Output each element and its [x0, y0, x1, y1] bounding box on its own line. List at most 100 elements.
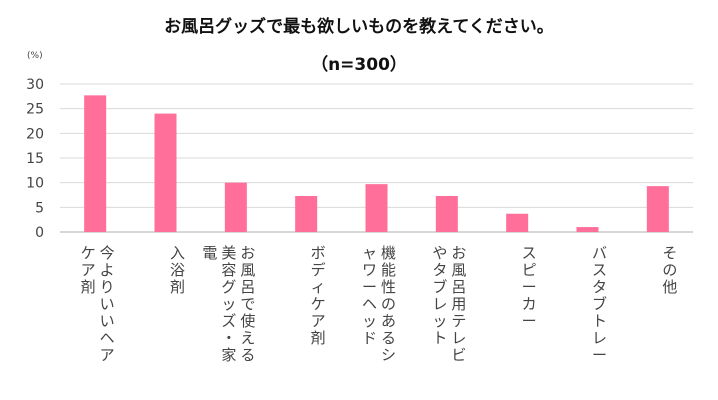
bar [154, 113, 177, 232]
svg-text:ッ: ッ [432, 312, 447, 330]
chart-subtitle: （n=300） [311, 55, 407, 75]
svg-text:ー: ー [522, 278, 537, 296]
bar [506, 213, 529, 232]
svg-text:や: や [432, 244, 447, 262]
svg-text:剤: 剤 [311, 329, 326, 347]
svg-text:ィ: ィ [311, 278, 326, 296]
y-tick-label: 10 [26, 176, 44, 192]
svg-text:お: お [240, 244, 255, 262]
svg-text:ド: ド [362, 329, 377, 347]
svg-text:タ: タ [432, 261, 447, 279]
svg-text:ズ: ズ [221, 312, 236, 330]
svg-text:使: 使 [240, 312, 255, 330]
svg-text:ブ: ブ [432, 278, 447, 296]
svg-text:の: の [662, 261, 677, 279]
bar [365, 184, 388, 232]
svg-text:ア: ア [311, 312, 326, 330]
svg-text:ワ: ワ [362, 261, 377, 279]
svg-text:剤: 剤 [170, 278, 185, 296]
svg-text:入: 入 [170, 244, 185, 262]
bar [576, 227, 599, 232]
svg-text:ピ: ピ [522, 261, 537, 279]
svg-text:よ: よ [100, 261, 115, 279]
bar [646, 186, 669, 232]
svg-text:浴: 浴 [170, 261, 185, 279]
svg-text:い: い [100, 295, 115, 313]
bar [435, 195, 458, 232]
svg-text:ケ: ケ [81, 244, 96, 262]
svg-text:能: 能 [381, 261, 396, 279]
svg-text:え: え [240, 329, 255, 347]
bar [295, 195, 318, 232]
svg-text:お: お [451, 244, 466, 262]
y-axis-unit: (%) [27, 51, 43, 61]
y-tick-label: 15 [26, 151, 44, 167]
svg-text:ャ: ャ [362, 244, 377, 262]
svg-text:グ: グ [221, 278, 236, 296]
svg-text:あ: あ [381, 312, 396, 330]
svg-text:今: 今 [100, 244, 115, 262]
svg-text:ヘ: ヘ [362, 295, 377, 313]
svg-text:そ: そ [662, 244, 677, 262]
svg-text:カ: カ [522, 295, 537, 313]
svg-text:シ: シ [381, 346, 396, 364]
svg-text:性: 性 [381, 278, 396, 296]
svg-text:家: 家 [221, 346, 236, 364]
svg-text:容: 容 [221, 261, 236, 279]
bar [224, 182, 247, 232]
svg-text:呂: 呂 [451, 278, 466, 296]
chart-title: お風呂グッズで最も欲しいものを教えてください。 [164, 17, 554, 37]
y-tick-label: 0 [35, 225, 44, 241]
svg-text:ボ: ボ [311, 244, 326, 262]
svg-text:ー: ー [362, 278, 377, 296]
svg-text:ッ: ッ [362, 312, 377, 330]
svg-text:ヘ: ヘ [100, 329, 115, 347]
svg-text:用: 用 [451, 295, 466, 313]
svg-text:・: ・ [221, 329, 236, 347]
svg-text:レ: レ [592, 329, 607, 347]
bars [84, 95, 669, 232]
svg-text:タ: タ [592, 278, 607, 296]
y-tick-label: 20 [26, 126, 44, 142]
y-tick-label: 5 [35, 200, 44, 216]
svg-text:る: る [381, 329, 396, 347]
svg-text:レ: レ [451, 329, 466, 347]
svg-text:ブ: ブ [592, 295, 607, 313]
svg-text:テ: テ [451, 312, 466, 330]
svg-text:レ: レ [432, 295, 447, 313]
svg-text:美: 美 [221, 244, 236, 262]
svg-text:ー: ー [592, 346, 607, 364]
svg-text:機: 機 [381, 244, 396, 262]
y-tick-label: 30 [26, 77, 44, 93]
svg-text:る: る [240, 346, 255, 364]
svg-text:ア: ア [81, 261, 96, 279]
svg-text:呂: 呂 [240, 278, 255, 296]
svg-text:ー: ー [522, 312, 537, 330]
svg-text:ッ: ッ [221, 295, 236, 313]
svg-text:ケ: ケ [311, 295, 326, 313]
svg-text:い: い [100, 312, 115, 330]
y-tick-label: 25 [26, 102, 44, 118]
bar [84, 95, 107, 232]
svg-text:ビ: ビ [451, 346, 466, 364]
svg-text:り: り [100, 278, 115, 296]
svg-text:の: の [381, 295, 396, 313]
svg-text:ト: ト [592, 312, 607, 330]
category-label: その他 [662, 244, 677, 296]
svg-text:剤: 剤 [81, 278, 96, 296]
y-tick-labels: 0 5 10 15 20 25 30 [26, 77, 44, 241]
svg-text:ト: ト [432, 329, 447, 347]
svg-text:で: で [240, 295, 255, 313]
svg-text:風: 風 [240, 261, 255, 279]
svg-text:風: 風 [451, 261, 466, 279]
svg-text:他: 他 [662, 278, 677, 296]
